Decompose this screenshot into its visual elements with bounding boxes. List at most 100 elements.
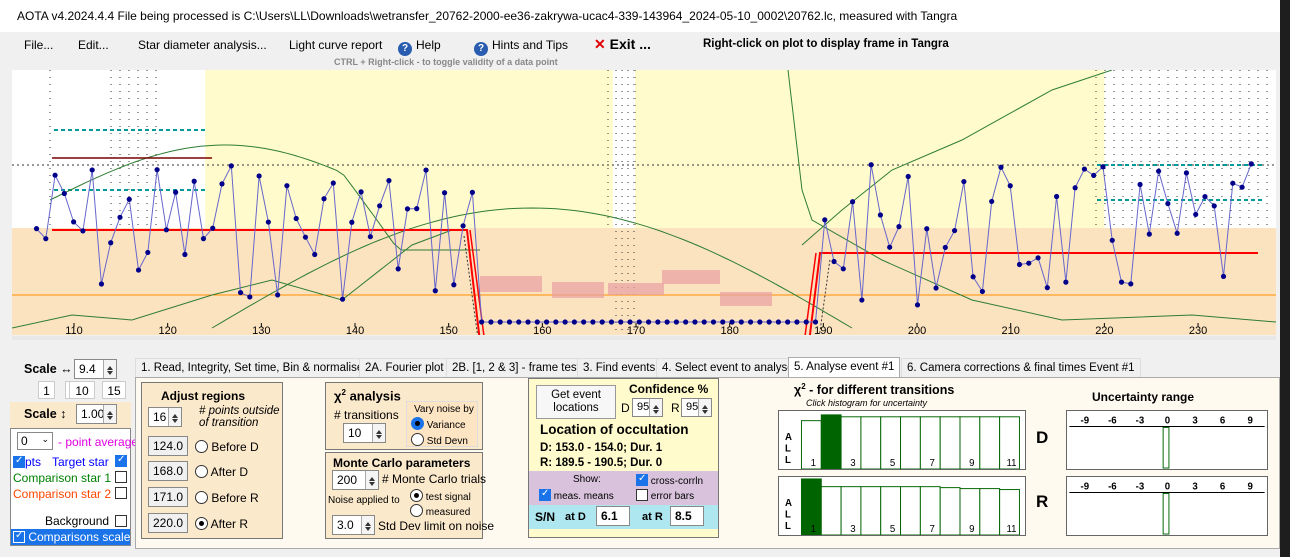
before-d-radio[interactable] bbox=[195, 440, 208, 453]
data-point bbox=[191, 178, 197, 184]
menu-help[interactable]: ? Help bbox=[398, 38, 441, 56]
after-d-radio[interactable] bbox=[195, 465, 208, 478]
light-curve-plot[interactable]: 110 120 130 140 150 160 170 180 190 200 210 220 230 bbox=[12, 70, 1276, 335]
tab-frame-test[interactable]: 2B. [1, 2 & 3] - frame test bbox=[446, 358, 586, 378]
envelope-curve-right bbox=[787, 70, 1276, 323]
spinner-arrows-icon[interactable] bbox=[103, 405, 116, 423]
data-point bbox=[914, 302, 921, 308]
data-point bbox=[117, 214, 123, 220]
scale-h-spinner[interactable]: 9.4 bbox=[74, 359, 117, 379]
spinner-arrows-icon[interactable] bbox=[103, 360, 116, 378]
left-panel: Scale ↔ 9.4 1 5 10 15 Scale ↕ 1.00 0⌄ - … bbox=[10, 356, 138, 546]
monte-carlo-trials-spinner[interactable]: 200 bbox=[332, 470, 379, 490]
scale-button-1[interactable]: 1 bbox=[38, 381, 55, 399]
test-signal-radio[interactable] bbox=[410, 489, 423, 502]
variance-row[interactable]: Variance bbox=[411, 417, 466, 431]
before-r-value[interactable]: 171.0 bbox=[148, 487, 188, 507]
pts-row[interactable]: pts bbox=[13, 455, 41, 469]
std-dev-limit-value: 3.0 bbox=[337, 518, 354, 532]
plot-scrollbar[interactable] bbox=[12, 336, 1276, 340]
tab-camera-corrections[interactable]: 6. Camera corrections & final times Even… bbox=[901, 358, 1141, 378]
variance-radio[interactable] bbox=[411, 417, 424, 430]
tab-fourier[interactable]: 2A. Fourier plot bbox=[359, 358, 450, 378]
std-devn-row[interactable]: Std Devn bbox=[411, 433, 468, 447]
measured-row[interactable]: measured bbox=[410, 504, 470, 518]
spinner-arrows-icon[interactable] bbox=[698, 399, 711, 416]
histogram-tick: 9 bbox=[969, 524, 974, 535]
error-bars-row[interactable]: error bars bbox=[636, 489, 694, 502]
spinner-arrows-icon[interactable] bbox=[361, 516, 374, 534]
occultation-title: Location of occultation bbox=[540, 422, 689, 437]
after-r-row[interactable]: After R bbox=[195, 517, 248, 531]
comp1-checkbox[interactable] bbox=[115, 471, 127, 483]
scale-button-15[interactable]: 15 bbox=[102, 381, 126, 399]
uncertainty-r-chart[interactable]: -9 -6 -3 0 3 6 9 bbox=[1066, 476, 1268, 536]
transitions-spinner[interactable]: 10 bbox=[343, 423, 386, 443]
menu-star-diameter[interactable]: Star diameter analysis... bbox=[138, 38, 267, 52]
spinner-arrows-icon[interactable] bbox=[372, 424, 385, 442]
data-point bbox=[1239, 184, 1245, 190]
after-d-value[interactable]: 168.0 bbox=[148, 461, 188, 481]
measured-radio[interactable] bbox=[410, 504, 423, 517]
std-dev-limit-spinner[interactable]: 3.0 bbox=[332, 515, 375, 535]
target-star-checkbox[interactable] bbox=[115, 454, 127, 467]
menu-exit[interactable]: ✕ Exit ... bbox=[594, 36, 651, 53]
points-outside-spinner[interactable]: 16 bbox=[148, 407, 182, 427]
data-point bbox=[441, 190, 448, 196]
menu-edit[interactable]: Edit... bbox=[78, 38, 109, 52]
pts-checkbox[interactable] bbox=[13, 455, 25, 468]
tab-read-integrity[interactable]: 1. Read, Integrity, Set time, Bin & norm… bbox=[135, 358, 370, 378]
comp2-checkbox[interactable] bbox=[115, 487, 127, 499]
comparisons-scaled-checkbox[interactable] bbox=[13, 530, 25, 543]
data-point bbox=[1137, 181, 1143, 188]
uncertainty-range-title: Uncertainty range bbox=[1092, 390, 1195, 404]
histogram-tick: 7 bbox=[930, 524, 935, 535]
spinner-arrows-icon[interactable] bbox=[365, 471, 378, 489]
uncertainty-tick: 9 bbox=[1247, 482, 1253, 493]
before-r-row[interactable]: Before R bbox=[195, 491, 259, 505]
comparisons-scaled-row[interactable]: Comparisons scaled bbox=[11, 529, 130, 545]
after-r-radio[interactable] bbox=[195, 517, 208, 530]
std-devn-radio[interactable] bbox=[411, 433, 424, 446]
menu-help-label: Help bbox=[416, 38, 441, 52]
menu-file[interactable]: File... bbox=[24, 38, 54, 52]
histogram-bar bbox=[860, 416, 882, 469]
after-d-row[interactable]: After D bbox=[195, 465, 248, 479]
spinner-arrows-icon[interactable] bbox=[649, 399, 662, 416]
before-d-value[interactable]: 124.0 bbox=[148, 436, 188, 456]
spinner-arrows-icon[interactable] bbox=[168, 408, 181, 426]
uncertainty-d-chart[interactable]: -9 -6 -3 0 3 6 9 bbox=[1066, 410, 1268, 470]
confidence-d-spinner[interactable]: 95 bbox=[632, 398, 663, 417]
data-point bbox=[339, 296, 346, 302]
scale-v-spinner[interactable]: 1.00 bbox=[76, 404, 117, 424]
error-bars-checkbox[interactable] bbox=[636, 489, 648, 501]
before-d-row[interactable]: Before D bbox=[195, 440, 259, 454]
background-checkbox[interactable] bbox=[115, 515, 127, 527]
cross-corrln-checkbox[interactable] bbox=[636, 473, 648, 486]
tab-analyse-event[interactable]: 5. Analyse event #1 bbox=[788, 357, 901, 378]
before-r-radio[interactable] bbox=[195, 491, 208, 504]
meas-means-checkbox[interactable] bbox=[539, 488, 551, 501]
after-r-value[interactable]: 220.0 bbox=[148, 513, 188, 533]
meas-means-row[interactable]: meas. means bbox=[539, 488, 614, 502]
confidence-r-spinner[interactable]: 95 bbox=[681, 398, 712, 417]
data-point bbox=[497, 319, 503, 325]
menu-light-curve-report[interactable]: Light curve report bbox=[289, 38, 383, 52]
cross-corrln-row[interactable]: cross-corrln bbox=[636, 473, 703, 487]
tab-select-event[interactable]: 4. Select event to analyse bbox=[656, 358, 800, 378]
tab-find-events[interactable]: 3. Find events bbox=[577, 358, 662, 378]
data-point bbox=[785, 319, 791, 325]
chi2-histogram-r[interactable]: ALL 1 3 5 7 9 11 bbox=[778, 476, 1026, 536]
data-point bbox=[1193, 211, 1199, 218]
test-signal-row[interactable]: test signal bbox=[410, 489, 471, 503]
uncertainty-tick: 3 bbox=[1192, 416, 1198, 427]
menu-hints[interactable]: ? Hints and Tips bbox=[474, 38, 568, 56]
data-point bbox=[302, 234, 309, 240]
average-dropdown[interactable]: 0 ⌄ bbox=[17, 432, 53, 450]
scale-button-10[interactable]: 10 bbox=[69, 381, 95, 399]
data-point bbox=[812, 319, 819, 325]
chi2-analysis-panel: χ2 analysis # transitions 10 Vary noise … bbox=[325, 382, 483, 450]
get-event-locations-button[interactable]: Get event locations bbox=[536, 385, 616, 419]
data-point bbox=[553, 319, 559, 325]
chi2-histogram-d[interactable]: ALL 1 3 5 7 9 11 bbox=[778, 410, 1026, 470]
